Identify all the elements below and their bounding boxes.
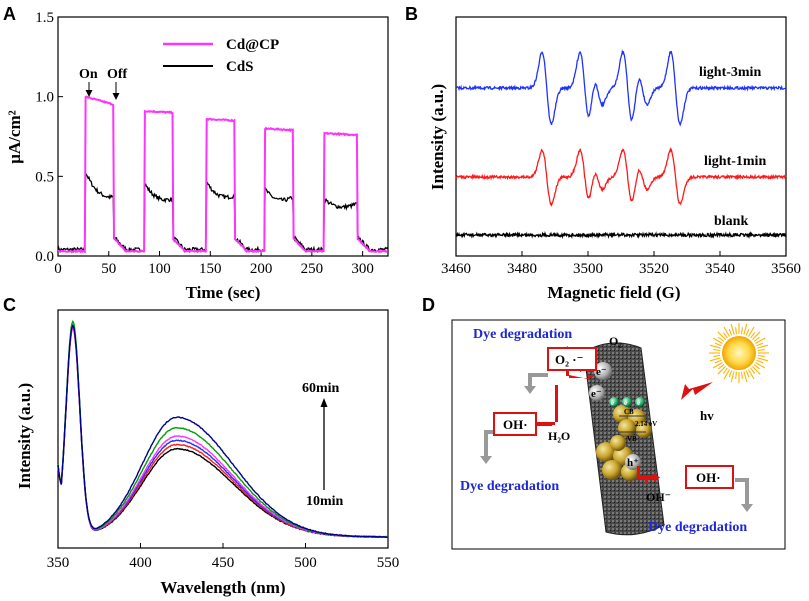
superoxide-box: [547, 347, 597, 371]
time-label-10min: 10min: [306, 494, 344, 509]
hydroxyl-label-left: OH·: [503, 417, 528, 432]
panel-label-b: B: [405, 4, 418, 24]
hydroxyl-box-left: [493, 412, 537, 436]
series-a: [57, 95, 389, 254]
annotation-off: Off: [107, 67, 128, 82]
y-axis-label-b: Intensity (a.u.): [428, 84, 447, 190]
epr-line-1: [455, 146, 787, 207]
y-tick-label-a: 0.5: [35, 169, 54, 185]
panel-c: C 350 400 450 500 550 Intensity (a.u.) Wavel…: [3, 295, 399, 597]
grey-arrows: [480, 373, 753, 512]
svg-text:e: e: [624, 399, 627, 407]
dye-degradation-right: Dye degradation: [648, 520, 747, 535]
y-axis-label-c: Intensity (a.u.): [15, 383, 34, 489]
time-label-60min: 60min: [302, 381, 340, 396]
series-line-cds: [57, 171, 389, 254]
x-axis-label-c: Wavelength (nm): [160, 578, 285, 597]
panel-d: D hv CB 2.14 eV VB: [422, 295, 786, 550]
x-tick-label-b: 3460: [441, 261, 471, 277]
annotation-on-arrowhead: [85, 90, 93, 97]
x-tick-label-c: 400: [129, 555, 152, 571]
plot-frame-c: [57, 309, 389, 549]
axes-a: 0 50 100 150 200 250 300 0.0 0.5 1.0 1.5: [35, 10, 374, 277]
svg-text:e: e: [637, 399, 640, 407]
light-arrow: [681, 382, 713, 400]
o2-label: O₂: [609, 334, 622, 348]
panel-label-d: D: [422, 295, 435, 315]
electron-2-icon: [589, 385, 605, 401]
x-tick-label-c: 500: [294, 555, 317, 571]
x-tick-label-b: 3520: [639, 261, 669, 277]
x-tick-label-a: 300: [351, 261, 374, 277]
series-label-light-3min: light-3min: [699, 65, 761, 80]
y-tick-label-a: 1.5: [35, 10, 54, 26]
x-tick-label-c: 350: [47, 555, 70, 571]
x-tick-label-c: 450: [212, 555, 235, 571]
annotation-off-arrowhead: [112, 93, 120, 100]
epr-line-2: [455, 231, 787, 240]
x-axis-label-a: Time (sec): [186, 283, 261, 302]
series-line-cdcp: [57, 95, 388, 254]
oh-minus-label: OH⁻: [646, 490, 671, 504]
emission-line-5: [57, 324, 389, 539]
x-tick-label-b: 3500: [573, 261, 603, 277]
annotation-on: On: [79, 67, 98, 82]
series-label-light-1min: light-1min: [704, 154, 766, 169]
series-b: [455, 49, 787, 240]
hole-label: h⁺: [627, 457, 639, 469]
hydroxyl-label-right: OH·: [696, 470, 721, 485]
dye-degradation-left: Dye degradation: [460, 479, 559, 494]
x-tick-label-a: 250: [301, 261, 324, 277]
epr-line-0: [455, 49, 787, 127]
vb-label: VB: [627, 435, 637, 443]
x-tick-label-a: 200: [250, 261, 273, 277]
electron-1-label: e⁻: [596, 366, 607, 378]
panel-label-c: C: [3, 295, 16, 315]
panel-b: B 3460 3480 3500 3520 3540 3560 Intensity (a.…: [405, 4, 801, 302]
hv-label: hv: [700, 408, 714, 423]
legend-label-cds: CdS: [226, 59, 254, 75]
x-tick-label-c: 550: [377, 555, 400, 571]
plot-frame-b: [455, 16, 787, 257]
panel-label-a: A: [3, 4, 16, 24]
electron-row-icon: e e e: [609, 397, 645, 407]
cb-label: CB: [624, 408, 634, 416]
time-arrowhead: [320, 398, 328, 407]
y-axis-label-a: μA/cm²: [5, 110, 24, 163]
x-tick-label-a: 0: [54, 261, 62, 277]
legend-label-cdcp: Cd@CP: [226, 37, 279, 53]
h2o-label: H₂O: [548, 429, 570, 443]
electron-1-icon: [594, 362, 612, 380]
x-tick-label-b: 3560: [771, 261, 801, 277]
series-c: [57, 319, 389, 539]
axes-c: 350 400 450 500 550: [47, 543, 400, 571]
hydroxyl-box-right: [685, 465, 734, 489]
superoxide-label: O₂ ·⁻: [555, 352, 583, 367]
plot-frame-a: [57, 16, 389, 257]
axes-b: 3460 3480 3500 3520 3540 3560: [441, 251, 801, 277]
x-tick-label-a: 100: [148, 261, 171, 277]
sun-icon: [709, 323, 769, 383]
electron-2-label: e⁻: [591, 388, 602, 400]
x-tick-label-a: 50: [101, 261, 116, 277]
dye-degradation-top: Dye degradation: [473, 327, 572, 342]
y-tick-label-a: 0.0: [35, 249, 54, 265]
y-tick-label-a: 1.0: [35, 90, 54, 106]
svg-text:e: e: [611, 399, 614, 407]
series-label-blank: blank: [714, 214, 748, 229]
band-gap-label: 2.14 eV: [635, 420, 657, 428]
x-tick-label-b: 3540: [705, 261, 735, 277]
panel-a: A 0 50 100 150 200 250 300 0.0 0.5 1.0 1.5 Time (s…: [3, 4, 389, 302]
x-axis-label-b: Magnetic field (G): [547, 283, 680, 302]
x-tick-label-a: 150: [199, 261, 222, 277]
x-tick-label-b: 3480: [507, 261, 537, 277]
